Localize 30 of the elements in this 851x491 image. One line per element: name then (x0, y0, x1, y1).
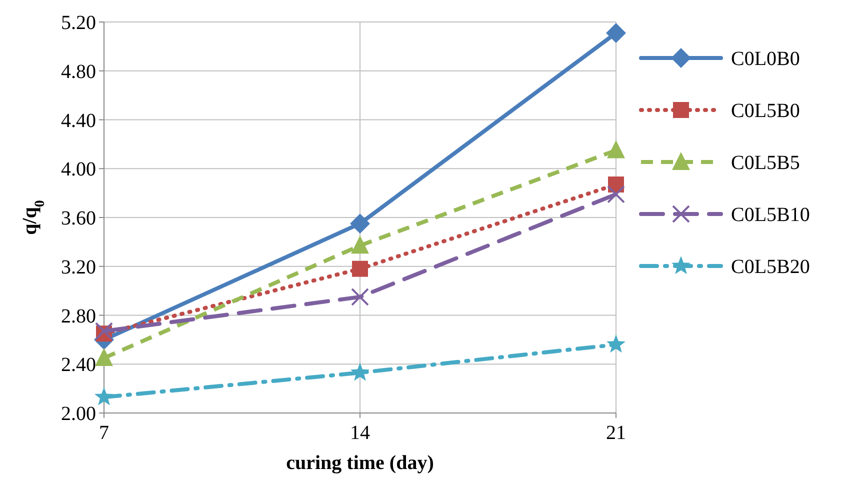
y-tick-label: 4.40 (61, 110, 96, 132)
legend-label: C0L0B0 (731, 48, 800, 70)
legend-label: C0L5B0 (731, 100, 800, 122)
point (352, 260, 368, 277)
y-tick-label: 5.20 (61, 12, 96, 34)
point (95, 322, 113, 340)
y-tick-label: 2.80 (61, 305, 96, 328)
y-tick-label: 4.00 (61, 158, 96, 181)
y-tick-label: 2.40 (61, 354, 96, 376)
legend-label: C0L5B5 (731, 152, 800, 174)
point (94, 387, 114, 406)
point (606, 334, 626, 353)
legend-label: C0L5B20 (731, 256, 810, 278)
point (607, 185, 625, 204)
point (351, 236, 369, 254)
point (350, 362, 370, 381)
x-tick-label: 7 (99, 422, 109, 444)
x-tick-label: 14 (350, 422, 370, 444)
legend-label: C0L5B10 (731, 204, 810, 226)
y-tick-label: 2.00 (61, 403, 96, 425)
point (351, 288, 369, 306)
point (95, 348, 113, 366)
y-tick-label: 4.80 (61, 60, 96, 83)
point (606, 22, 626, 43)
point (350, 214, 370, 234)
x-tick-label: 21 (606, 422, 626, 444)
x-axis-title: curing time (day) (286, 452, 434, 474)
y-tick-label: 3.60 (61, 208, 96, 230)
y-tick-label: 3.20 (61, 256, 96, 278)
point (607, 140, 625, 158)
